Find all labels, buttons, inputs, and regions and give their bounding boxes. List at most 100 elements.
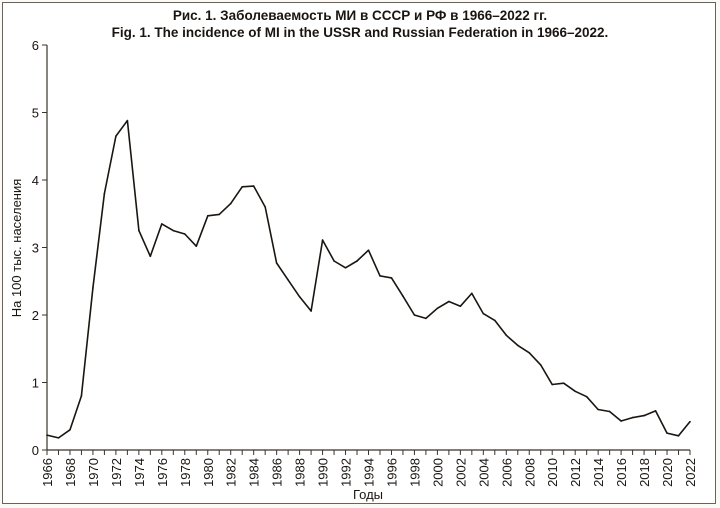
x-tick-label: 2016 xyxy=(614,458,629,487)
data-point xyxy=(643,414,645,417)
data-point xyxy=(298,295,301,298)
data-point xyxy=(620,420,622,422)
data-point xyxy=(161,223,163,225)
data-point xyxy=(689,420,691,423)
y-tick-label: 3 xyxy=(32,241,39,256)
x-tick-label: 1968 xyxy=(63,458,78,487)
data-point xyxy=(149,255,152,258)
x-tick-label: 1974 xyxy=(132,458,147,487)
data-point xyxy=(448,300,450,303)
x-tick-label: 1996 xyxy=(384,458,399,487)
x-tick-label: 1990 xyxy=(316,458,331,487)
data-point xyxy=(505,334,508,337)
x-tick-label: 1998 xyxy=(407,458,422,487)
x-tick-label: 2006 xyxy=(499,458,514,487)
data-point xyxy=(126,119,129,122)
data-point xyxy=(206,214,209,217)
data-point xyxy=(172,229,175,232)
data-point xyxy=(287,279,289,281)
data-point xyxy=(138,229,140,232)
data-point xyxy=(92,287,94,289)
x-tick-label: 2012 xyxy=(568,458,583,487)
x-tick-label: 1966 xyxy=(40,458,55,487)
x-tick-label: 1984 xyxy=(247,458,262,487)
x-tick-label: 1986 xyxy=(270,458,285,487)
data-point xyxy=(539,364,542,366)
data-point xyxy=(631,416,634,419)
data-point xyxy=(413,314,416,316)
data-point xyxy=(528,352,531,354)
x-tick-label: 1988 xyxy=(293,458,308,487)
data-point xyxy=(436,307,439,310)
x-tick-label: 2014 xyxy=(591,458,606,487)
data-point xyxy=(494,319,496,322)
data-point xyxy=(229,202,232,205)
x-tick-label: 2004 xyxy=(476,458,491,487)
data-point xyxy=(218,213,221,216)
data-point xyxy=(333,260,335,262)
data-point xyxy=(46,434,48,436)
axes xyxy=(46,45,690,451)
data-point xyxy=(482,312,485,315)
x-tick-label: 2000 xyxy=(430,458,445,487)
data-point xyxy=(574,390,576,393)
data-point xyxy=(562,382,565,384)
data-point xyxy=(195,245,198,247)
data-point xyxy=(80,395,83,397)
data-point xyxy=(379,275,381,277)
data-point xyxy=(666,432,668,434)
data-point xyxy=(367,249,370,251)
data-point xyxy=(459,305,462,308)
x-tick-label: 1982 xyxy=(224,458,239,487)
data-point xyxy=(310,310,312,312)
y-tick-label: 0 xyxy=(32,443,39,458)
y-tick-label: 5 xyxy=(32,106,39,121)
series-layer xyxy=(46,119,691,439)
y-tick-label: 4 xyxy=(32,173,39,188)
y-tick-label: 6 xyxy=(32,38,39,53)
data-point xyxy=(516,344,519,347)
data-point xyxy=(677,435,680,437)
data-point xyxy=(344,266,347,269)
y-tick-label: 2 xyxy=(32,308,39,323)
data-point xyxy=(241,185,243,188)
data-point xyxy=(275,262,278,264)
x-tick-label: 1994 xyxy=(362,458,377,487)
data-point xyxy=(183,233,186,235)
chart-subtitle: Fig. 1. The incidence of MI in the USSR … xyxy=(111,25,609,40)
data-point xyxy=(252,185,255,187)
series-line xyxy=(46,119,691,439)
x-tick-label: 1970 xyxy=(86,458,101,487)
data-point xyxy=(402,295,404,297)
chart-title: Рис. 1. Заболеваемость МИ в СССР и РФ в … xyxy=(172,8,548,23)
figure-frame xyxy=(2,2,716,504)
x-tick-label: 1976 xyxy=(155,458,170,487)
x-tick-label: 2022 xyxy=(683,458,698,487)
data-point xyxy=(321,239,324,241)
x-tick-label: 1980 xyxy=(201,458,216,487)
x-tick-label: 1992 xyxy=(339,458,354,487)
y-axis-label: На 100 тыс. населения xyxy=(9,179,24,318)
y-tick-label: 1 xyxy=(32,376,39,391)
x-tick-label: 1978 xyxy=(178,458,193,487)
data-point xyxy=(57,437,60,439)
data-point xyxy=(425,317,427,320)
data-point xyxy=(608,410,611,413)
x-axis-ticks: 1966 1968 1970 1972 1974 1976 1978 1980 1982 1984… xyxy=(40,450,698,487)
data-point xyxy=(69,428,71,431)
x-tick-label: 2010 xyxy=(545,458,560,487)
data-point xyxy=(597,408,599,411)
data-point xyxy=(264,206,266,208)
data-point xyxy=(390,277,393,279)
x-tick-label: 2020 xyxy=(660,458,675,487)
x-tick-label: 2008 xyxy=(522,458,537,487)
data-point xyxy=(115,135,117,137)
data-point xyxy=(356,260,358,262)
x-tick-label: 2018 xyxy=(637,458,652,487)
data-point xyxy=(654,410,657,412)
x-tick-label: 1972 xyxy=(109,458,124,487)
data-point xyxy=(103,192,106,195)
x-axis-label: Годы xyxy=(353,487,383,502)
data-point xyxy=(585,395,588,398)
